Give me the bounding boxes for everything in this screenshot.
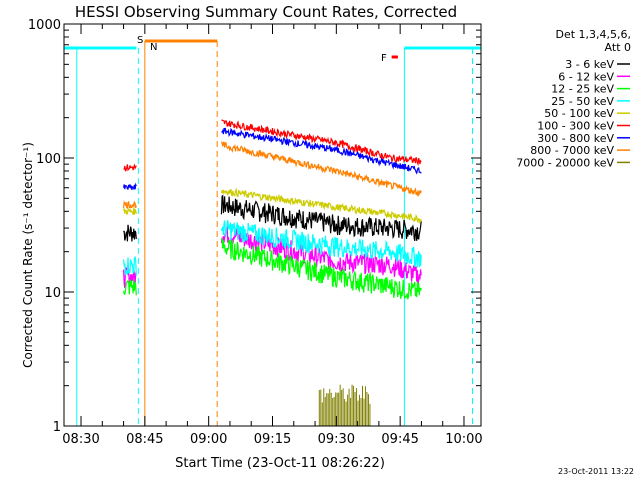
- flag-label: N: [150, 42, 157, 53]
- x-tick-label: 08:45: [126, 432, 163, 447]
- legend-title-line-1: Det 1,3,4,5,6,: [555, 28, 631, 41]
- series-line: [123, 163, 137, 172]
- series-line: [220, 225, 422, 286]
- legend-label: 7000 - 20000 keV: [516, 156, 614, 169]
- legend-title-line-2: Att 0: [605, 41, 631, 54]
- plot-frame: [63, 23, 482, 427]
- series-line: [123, 207, 137, 215]
- y-tick-label: 1000: [28, 18, 61, 33]
- legend-label: 100 - 300 keV: [537, 120, 614, 133]
- legend-label: 3 - 6 keV: [565, 58, 614, 71]
- series-line: [123, 182, 137, 191]
- y-axis-label: Corrected Count Rate (s⁻¹ detector⁻¹): [21, 142, 35, 368]
- series-line: [220, 187, 422, 224]
- flag-overlay: SN F: [64, 35, 481, 426]
- flag-label: S: [137, 35, 143, 46]
- series-line: [221, 127, 422, 175]
- x-tick-label: 09:45: [381, 432, 418, 447]
- series-line: [220, 220, 422, 268]
- legend-label: 50 - 100 keV: [544, 107, 614, 120]
- legend-label: 300 - 800 keV: [537, 132, 614, 145]
- legend-label: 6 - 12 keV: [558, 70, 614, 83]
- y-tick-label: 100: [36, 152, 61, 167]
- series-line: [221, 119, 422, 167]
- chart-title: HESSI Observing Summary Count Rates, Cor…: [75, 3, 457, 21]
- y-tick-label: 10: [44, 286, 61, 301]
- x-tick-label: 09:00: [190, 432, 227, 447]
- series-line: [220, 238, 422, 300]
- legend-label: 25 - 50 keV: [551, 95, 614, 108]
- x-tick-label: 09:15: [254, 432, 291, 447]
- series-line: [220, 194, 422, 241]
- x-axis: 08:30 08:45 09:00 09:15 09:30 09:45 10:00: [62, 24, 483, 447]
- series-layer: [123, 119, 422, 426]
- series-line: [123, 200, 137, 210]
- x-tick-label: 09:30: [318, 432, 355, 447]
- series-line: [123, 279, 137, 296]
- series-line: [123, 256, 137, 276]
- y-axis: 1 10 100 1000: [28, 18, 481, 435]
- legend-label: 800 - 7000 keV: [530, 144, 614, 157]
- x-tick-label: 08:30: [62, 432, 99, 447]
- footer-date: 23-Oct-2011 13:22: [558, 467, 634, 476]
- y-tick-label: 1: [53, 420, 61, 435]
- series-line: [220, 141, 422, 197]
- series-line: [123, 224, 137, 242]
- flag-label: F: [381, 53, 387, 64]
- legend-label: 12 - 25 keV: [551, 83, 614, 96]
- x-axis-label: Start Time (23-Oct-11 08:26:22): [175, 456, 385, 471]
- x-tick-label: 10:00: [445, 432, 482, 447]
